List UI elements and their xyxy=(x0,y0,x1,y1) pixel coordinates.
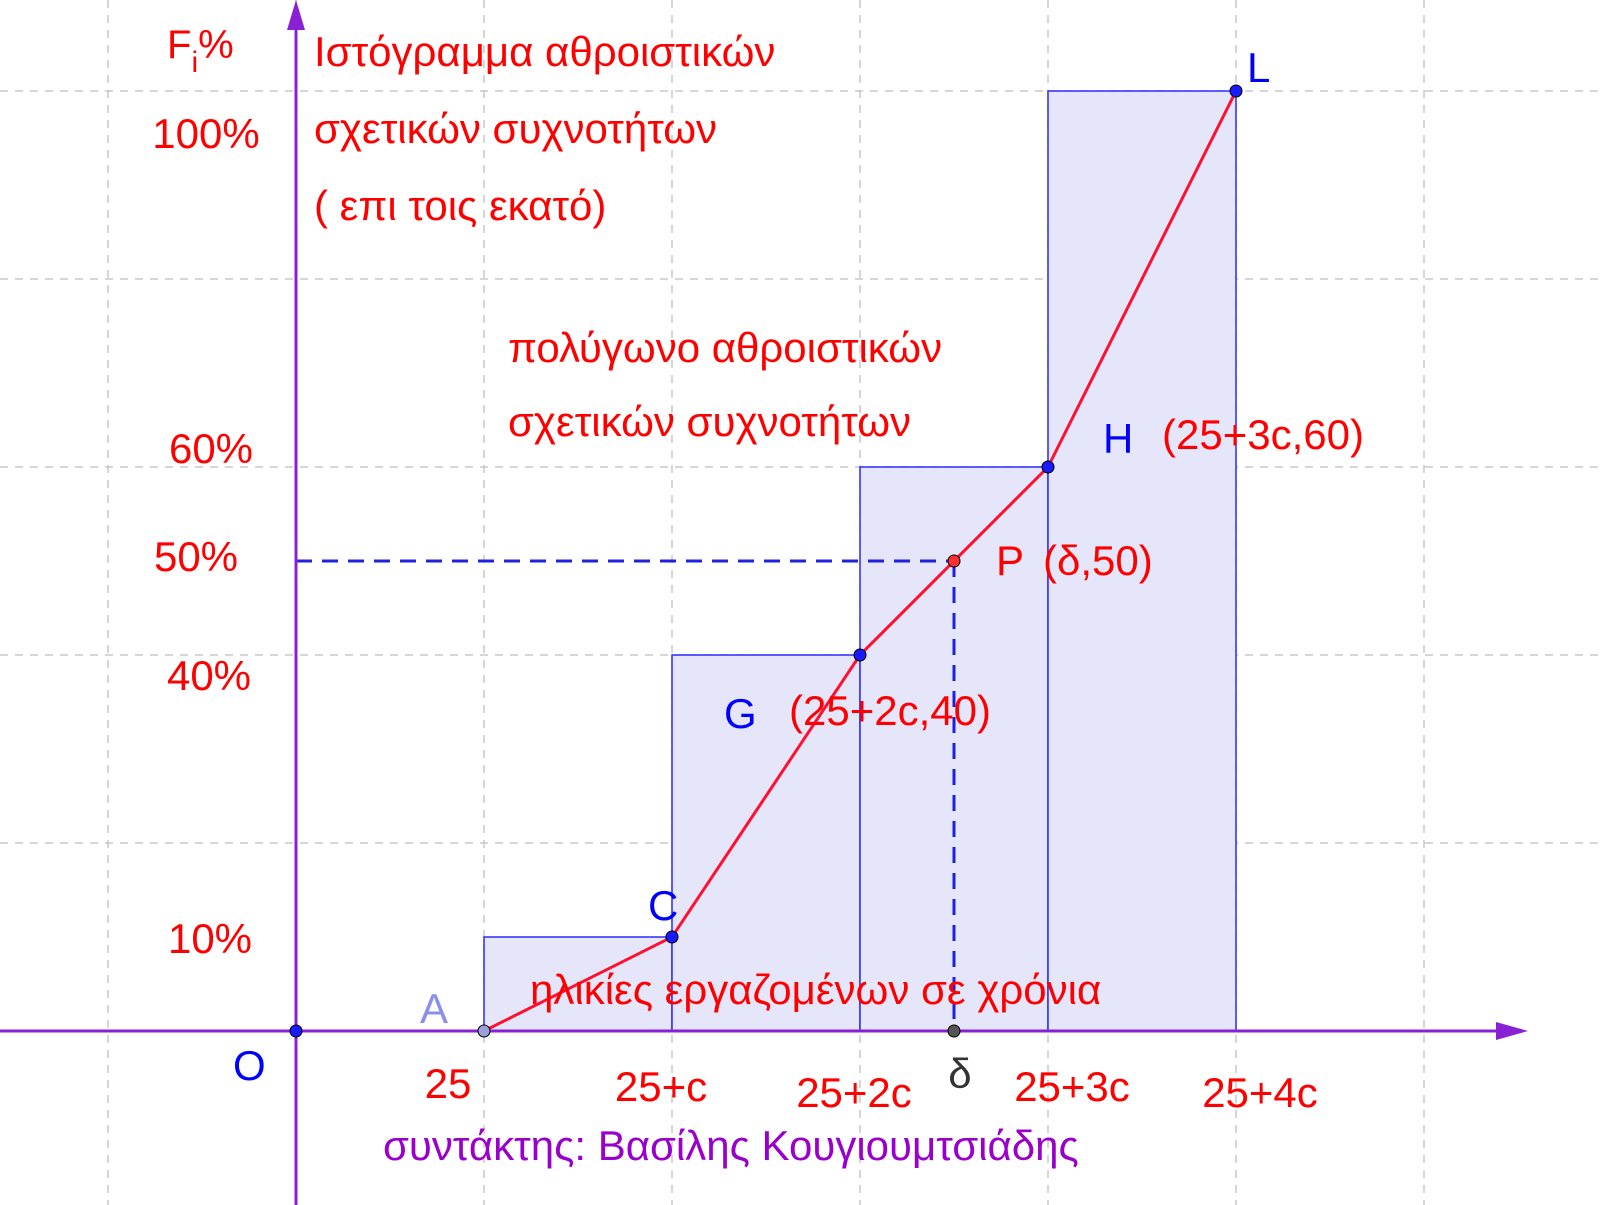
chart-title-line-3: ( επι τοις εκατό) xyxy=(314,182,606,229)
origin-label: O xyxy=(233,1042,266,1089)
author-credit: συντάκτης: Βασίλης Κουγιουμτσιάδης xyxy=(383,1122,1079,1169)
y-title-suffix: % xyxy=(198,23,234,67)
y-tick-label: 10% xyxy=(168,915,252,962)
x-tick-label: 25+3c xyxy=(1014,1063,1130,1110)
histogram-bar xyxy=(1047,90,1237,1032)
y-title-main: F xyxy=(167,23,191,67)
y-title-sub: i xyxy=(191,46,198,79)
median-guides xyxy=(296,559,956,1031)
point-G xyxy=(853,648,867,662)
point-C xyxy=(665,930,679,944)
point-name-G: G xyxy=(724,690,757,737)
point-coord-P: (δ,50) xyxy=(1043,537,1153,584)
x-median-label: δ xyxy=(948,1050,971,1097)
y-tick-label: 100% xyxy=(152,110,259,157)
x-tick-label: 25 xyxy=(425,1060,472,1107)
tick-labels: 25 25+c 25+2c 25+3c 25+4c δ 10% 40% 50% 60% 100% A C… xyxy=(152,44,1364,1116)
labels: Fi% Ιστόγραμμα αθροιστικών σχετικών συχν… xyxy=(167,23,1101,1169)
point-name-C: C xyxy=(648,882,678,929)
y-axis-arrow xyxy=(287,0,305,30)
point-H xyxy=(1041,460,1055,474)
point-P xyxy=(947,554,961,568)
x-axis-arrow xyxy=(1496,1022,1528,1040)
point-name-A: A xyxy=(420,985,448,1032)
y-tick-label: 40% xyxy=(167,652,251,699)
polygon-label-line-1: πολύγωνο αθροιστικών xyxy=(508,324,942,371)
histogram-bar xyxy=(671,654,861,1032)
point-L xyxy=(1229,84,1243,98)
point-coord-H: (25+3c,60) xyxy=(1162,411,1364,458)
point-A xyxy=(477,1024,491,1038)
point-median-x xyxy=(947,1024,961,1038)
x-tick-label: 25+2c xyxy=(796,1069,912,1116)
polygon-label-line-2: σχετικών συχνοτήτων xyxy=(508,398,911,445)
point-name-P: P xyxy=(996,537,1024,584)
point-name-L: L xyxy=(1247,44,1270,91)
origin-point xyxy=(289,1024,303,1038)
point-name-H: H xyxy=(1103,415,1133,462)
polygon-points xyxy=(289,84,1243,1038)
x-tick-label: 25+c xyxy=(615,1063,707,1110)
axes xyxy=(0,0,1528,1205)
y-axis-title: Fi% xyxy=(167,23,234,79)
x-tick-label: 25+4c xyxy=(1202,1069,1318,1116)
point-coord-G: (25+2c,40) xyxy=(789,687,991,734)
chart-title-line-2: σχετικών συχνοτήτων xyxy=(314,105,717,152)
x-axis-title: ηλικίες εργαζομένων σε χρόνια xyxy=(530,966,1101,1013)
y-tick-label: 50% xyxy=(154,533,238,580)
y-tick-label: 60% xyxy=(169,425,253,472)
chart-title-line-1: Ιστόγραμμα αθροιστικών xyxy=(314,28,775,75)
